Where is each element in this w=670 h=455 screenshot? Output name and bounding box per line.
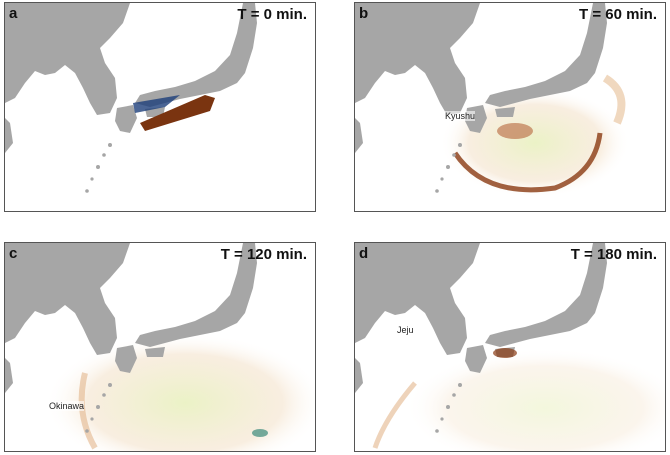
map-panel: a T = 0 min. <box>4 2 316 212</box>
wave-source <box>140 95 215 131</box>
map <box>355 3 630 198</box>
wave-peak <box>252 429 268 437</box>
panel-letter: c <box>9 245 18 262</box>
panel-letter: b <box>359 5 369 22</box>
map <box>5 3 257 193</box>
map <box>5 243 315 451</box>
wave-front <box>78 372 98 450</box>
place-label: Jeju <box>397 325 414 335</box>
time-label: T = 0 min. <box>237 6 307 23</box>
time-label: T = 120 min. <box>220 246 307 263</box>
wave-peak <box>497 123 533 139</box>
place-label: Kyushu <box>445 111 476 121</box>
map-panel: b T = 60 min. Kyushu <box>354 2 666 212</box>
panel-letter: d <box>359 245 369 262</box>
map-panel: d T = 180 min. Jeju <box>354 242 666 452</box>
wave-field <box>440 88 630 198</box>
wave-field <box>405 348 665 451</box>
panel-letter: a <box>9 5 18 22</box>
place-label: Okinawa <box>49 401 85 411</box>
wave-front <box>452 132 603 193</box>
wave-front <box>602 74 626 125</box>
time-label: T = 60 min. <box>579 6 657 23</box>
wave-field <box>45 333 315 451</box>
coastal-wave <box>133 95 180 113</box>
wave-peak <box>493 348 517 358</box>
map-panel: c T = 120 min. Okinawa <box>4 242 316 452</box>
wave-front <box>372 381 417 449</box>
time-label: T = 180 min. <box>570 246 657 263</box>
map <box>355 243 665 451</box>
